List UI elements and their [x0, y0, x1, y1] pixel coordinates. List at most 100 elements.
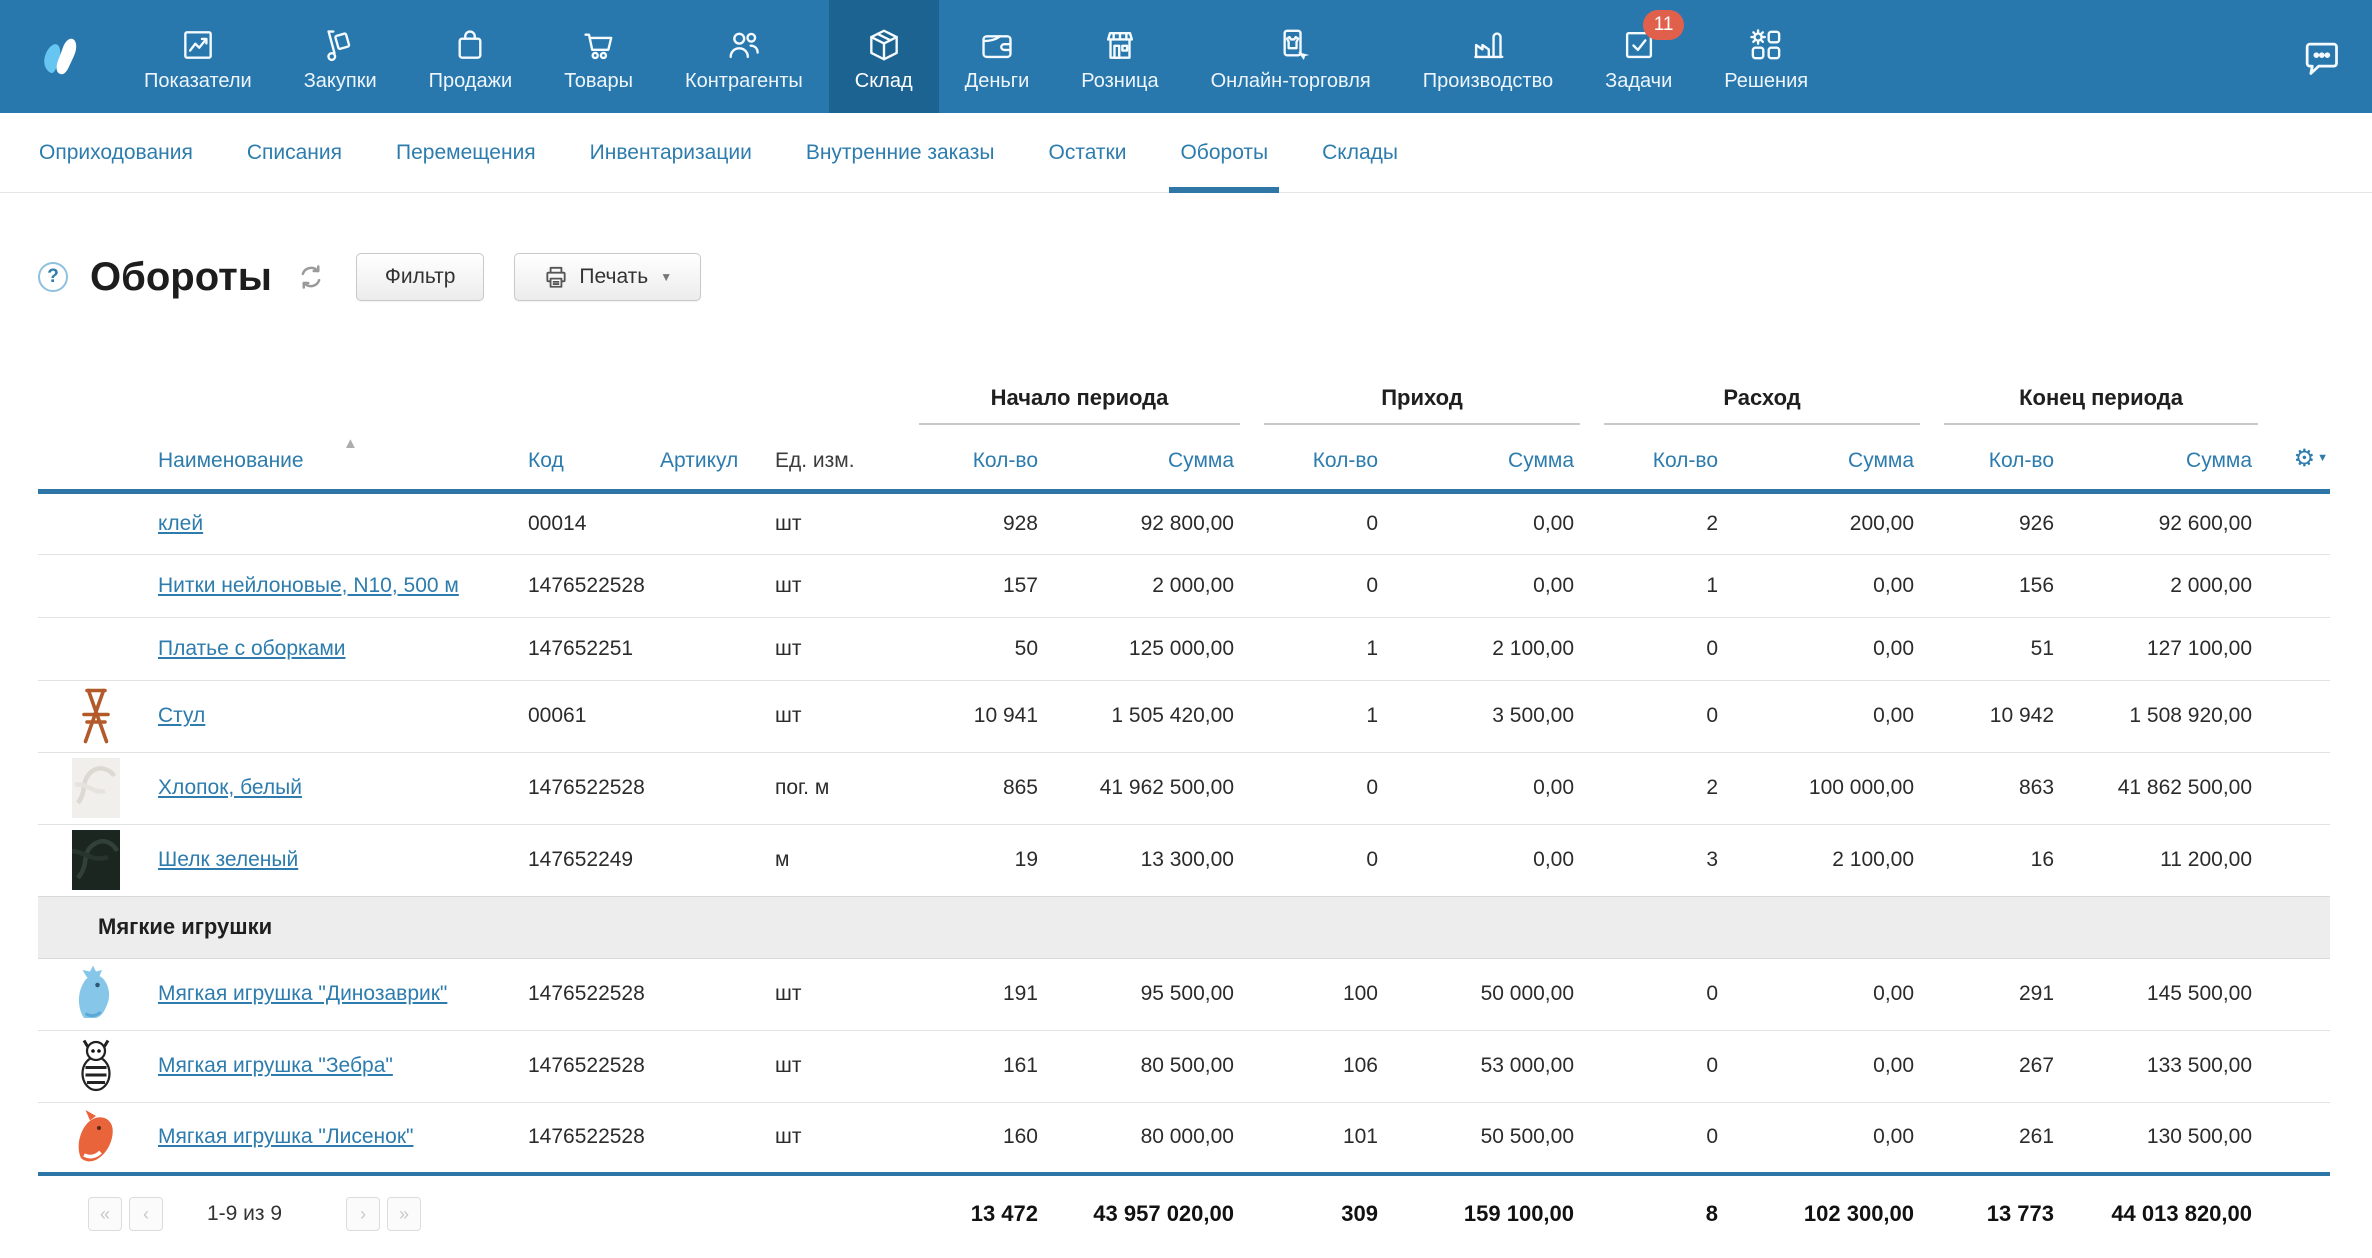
column-header-sum-2[interactable]: Сумма	[1724, 425, 1921, 494]
value-cell: 80 500,00	[1044, 1029, 1240, 1102]
column-header-qty-3[interactable]: Кол-во	[1920, 425, 2061, 494]
value-cell: 261	[1920, 1101, 2061, 1174]
refresh-icon[interactable]	[296, 262, 326, 292]
metrics-icon	[179, 20, 217, 64]
column-header-sum-1[interactable]: Сумма	[1384, 425, 1581, 494]
product-article-cell	[660, 679, 775, 752]
product-article-cell	[660, 1101, 775, 1174]
product-name-cell: Стул	[158, 679, 528, 752]
group-header-0: Начало периода	[895, 373, 1240, 425]
nav-item-warehouse[interactable]: Склад	[828, 0, 939, 113]
subnav-item-inventories[interactable]: Инвентаризации	[589, 140, 752, 164]
pagination-first-button[interactable]: «	[88, 1197, 122, 1231]
nav-item-retail[interactable]: Розница	[1055, 0, 1184, 113]
table-row: Шелк зеленый 147652249 м 19 13 300,00 0 0,00 3 2…	[38, 823, 2331, 896]
column-header-article[interactable]: Артикул	[660, 425, 775, 494]
print-button[interactable]: Печать ▼	[514, 253, 702, 301]
total-cell: 102 300,00	[1724, 1172, 1921, 1252]
product-code-cell: 00061	[528, 679, 660, 752]
moysklad-logo[interactable]	[0, 0, 118, 113]
product-thumbnail-silk	[70, 829, 122, 891]
value-cell: 92 800,00	[1140, 511, 1234, 535]
money-icon	[978, 20, 1016, 64]
pagination-next-button[interactable]: ›	[346, 1197, 381, 1231]
product-link[interactable]: Мягкая игрушка "Динозаврик"	[158, 982, 448, 1005]
value-cell: 0	[1240, 751, 1384, 824]
subnav-item-warehouses[interactable]: Склады	[1322, 140, 1398, 164]
product-link[interactable]: клей	[158, 511, 204, 535]
column-settings-button[interactable]: ⚙ ▼	[2258, 425, 2331, 494]
product-link[interactable]: Стул	[158, 704, 206, 727]
product-image-cell	[38, 491, 158, 554]
product-code-cell: 1476522528	[528, 1101, 660, 1174]
value-cell: 106	[1240, 1029, 1384, 1102]
nav-item-sales[interactable]: Продажи	[403, 0, 539, 113]
nav-item-production[interactable]: Производство	[1397, 0, 1579, 113]
product-name-cell: Мягкая игрушка "Лисенок"	[158, 1101, 528, 1174]
column-header-code[interactable]: Код	[528, 425, 660, 494]
title-bar: ? Обороты Фильтр Печать ▼	[0, 233, 2372, 321]
chat-icon[interactable]	[2298, 0, 2342, 113]
value-cell: 161	[895, 1029, 1044, 1102]
help-icon[interactable]: ?	[38, 262, 68, 292]
pagination: «‹ 1-9 из 9 ›»	[38, 1197, 895, 1231]
table-row: Нитки нейлоновые, N10, 500 м 1476522528 шт…	[38, 553, 2331, 617]
product-thumbnail-zebra	[70, 1035, 122, 1097]
value-cell: 51	[1920, 616, 2061, 680]
printer-icon	[543, 264, 569, 290]
product-name-cell: Шелк зеленый	[158, 823, 528, 896]
value-cell: 1 508 920,00	[2060, 679, 2259, 752]
nav-item-purchases[interactable]: Закупки	[278, 0, 403, 113]
subnav-item-turnovers[interactable]: Обороты	[1153, 113, 1295, 193]
nav-item-solutions[interactable]: Решения	[1698, 0, 1834, 113]
product-link[interactable]: Шелк зеленый	[158, 848, 299, 871]
subnav-item-writeoffs[interactable]: Списания	[246, 140, 342, 164]
filter-button[interactable]: Фильтр	[355, 253, 485, 301]
product-name-cell: Нитки нейлоновые, N10, 500 м	[158, 553, 528, 617]
product-article-cell	[660, 751, 775, 824]
nav-item-partners[interactable]: Контрагенты	[659, 0, 829, 113]
subnav-item-incomings[interactable]: Оприходования	[39, 140, 193, 164]
column-header-qty-1[interactable]: Кол-во	[1240, 425, 1384, 494]
value-cell: 191	[895, 957, 1044, 1030]
product-unit-cell: шт	[775, 511, 802, 535]
product-name-cell: Хлопок, белый	[158, 751, 528, 824]
value-cell: 0,00	[1724, 957, 1921, 1030]
value-cell: 10 941	[895, 679, 1044, 752]
pagination-last-button[interactable]: »	[387, 1197, 422, 1231]
column-header-qty-2[interactable]: Кол-во	[1580, 425, 1725, 494]
product-link[interactable]: Мягкая игрушка "Лисенок"	[158, 1125, 414, 1149]
column-header-name[interactable]: Наименование ▲	[158, 425, 528, 494]
subnav-item-moves[interactable]: Перемещения	[396, 140, 536, 164]
pagination-prev-button[interactable]: ‹	[129, 1197, 163, 1231]
product-link[interactable]: Мягкая игрушка "Зебра"	[158, 1054, 393, 1077]
product-image-cell	[38, 751, 158, 824]
nav-item-money[interactable]: Деньги	[939, 0, 1056, 113]
product-link[interactable]: Нитки нейлоновые, N10, 500 м	[158, 573, 459, 597]
nav-item-goods[interactable]: Товары	[538, 0, 659, 113]
product-article-cell	[660, 823, 775, 896]
nav-item-tasks[interactable]: Задачи 11	[1579, 0, 1698, 113]
subnav-item-stock[interactable]: Остатки	[1048, 140, 1127, 164]
subnav-item-internal-orders[interactable]: Внутренние заказы	[805, 140, 995, 164]
top-navigation: Показатели Закупки Продажи Товары Контрагент…	[0, 0, 2372, 113]
pagination-label: 1-9 из 9	[207, 1202, 283, 1225]
page-title: Обороты	[90, 254, 272, 299]
value-cell: 0	[1580, 616, 1725, 680]
column-header-sum-3[interactable]: Сумма	[2060, 425, 2259, 494]
chevron-down-icon: ▼	[660, 270, 673, 284]
value-cell: 2 100,00	[1384, 616, 1581, 680]
column-header-qty-0[interactable]: Кол-во	[895, 425, 1044, 494]
value-cell: 11 200,00	[2060, 823, 2259, 896]
nav-item-label: Показатели	[144, 70, 252, 92]
product-link[interactable]: Хлопок, белый	[158, 776, 302, 799]
product-thumbnail-cotton	[70, 757, 122, 819]
column-header-sum-0[interactable]: Сумма	[1044, 425, 1240, 494]
product-code-cell: 1476522528	[528, 553, 660, 617]
value-cell: 16	[1920, 823, 2061, 896]
value-cell: 100 000,00	[1724, 751, 1921, 824]
nav-item-metrics[interactable]: Показатели	[118, 0, 278, 113]
nav-item-online-trade[interactable]: Онлайн-торговля	[1185, 0, 1397, 113]
product-link[interactable]: Платье с оборками	[158, 636, 346, 660]
table-row: Мягкая игрушка "Лисенок" 1476522528 шт 160 8…	[38, 1101, 2331, 1174]
